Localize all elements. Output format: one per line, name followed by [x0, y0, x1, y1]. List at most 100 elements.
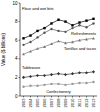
- marker: [22, 76, 25, 79]
- x-tick-label: 2012: [84, 98, 89, 108]
- marker: [36, 47, 39, 50]
- marker: [43, 27, 45, 29]
- x-tick-label: 2005: [35, 98, 40, 108]
- y-tick-label: 4: [15, 56, 18, 61]
- marker: [71, 41, 74, 44]
- marker: [22, 44, 24, 46]
- marker: [29, 85, 31, 87]
- marker: [22, 86, 24, 88]
- marker: [64, 42, 67, 45]
- marker: [22, 37, 24, 39]
- x-tick-label: 2008: [56, 98, 61, 108]
- marker: [92, 22, 94, 24]
- marker: [36, 36, 38, 38]
- y-tick: [19, 77, 21, 78]
- series-label: Refreshments: [71, 31, 96, 36]
- marker: [57, 19, 59, 21]
- series-label: Tortillas and tacos: [64, 46, 96, 51]
- marker: [92, 81, 94, 83]
- x-tick-label: 2006: [42, 98, 47, 108]
- x-tick-label: 2003: [21, 98, 26, 108]
- marker: [36, 85, 38, 87]
- x-tick: [51, 96, 52, 98]
- marker: [85, 82, 87, 84]
- marker: [29, 50, 32, 53]
- x-tick: [86, 96, 87, 98]
- marker: [71, 27, 73, 29]
- marker: [92, 18, 94, 20]
- series-line: [24, 72, 94, 78]
- plot-area: [22, 18, 95, 88]
- x-tick: [44, 96, 45, 98]
- y-tick: [19, 58, 21, 59]
- x-tick-label: 2004: [28, 98, 33, 108]
- y-axis-label: Value ($ billions): [1, 33, 6, 66]
- x-tick-label: 2011: [77, 98, 82, 107]
- y-tick: [19, 40, 21, 41]
- series-label: Flour and wet bits: [22, 6, 54, 11]
- marker: [92, 70, 95, 73]
- marker: [71, 72, 74, 75]
- marker: [50, 42, 53, 45]
- marker: [78, 21, 80, 23]
- y-tick-label: 8: [15, 19, 18, 24]
- marker: [50, 28, 52, 30]
- series-label: Tableware: [22, 65, 41, 70]
- x-tick: [30, 96, 31, 98]
- y-tick-label: 10: [12, 1, 18, 6]
- x-tick-label: 2010: [70, 98, 75, 108]
- marker: [71, 83, 73, 85]
- marker: [57, 30, 59, 32]
- marker: [57, 40, 60, 43]
- marker: [29, 41, 31, 43]
- marker: [85, 19, 87, 21]
- x-tick: [23, 96, 24, 98]
- marker: [78, 71, 81, 74]
- x-tick-label: 2013: [91, 98, 96, 108]
- x-tick: [79, 96, 80, 98]
- y-tick: [19, 96, 21, 97]
- marker: [57, 72, 60, 75]
- x-tick: [93, 96, 94, 98]
- marker: [43, 32, 45, 34]
- marker: [78, 82, 80, 84]
- marker: [36, 30, 38, 32]
- marker: [71, 24, 73, 26]
- y-tick-label: 6: [15, 38, 18, 43]
- x-tick-label: 2007: [49, 98, 54, 108]
- x-tick-label: 2009: [63, 98, 68, 108]
- marker: [78, 24, 80, 26]
- marker: [64, 73, 67, 76]
- marker: [85, 26, 87, 28]
- x-tick: [37, 96, 38, 98]
- marker: [92, 37, 95, 40]
- marker: [64, 31, 66, 33]
- marker: [29, 75, 32, 78]
- x-tick: [72, 96, 73, 98]
- marker: [50, 83, 52, 85]
- marker: [85, 71, 88, 74]
- y-axis: [20, 3, 21, 96]
- series-line: [24, 82, 94, 87]
- marker: [50, 22, 52, 24]
- marker: [85, 38, 88, 41]
- marker: [43, 45, 46, 48]
- marker: [50, 73, 53, 76]
- x-tick: [58, 96, 59, 98]
- series-label: Confectionery: [46, 89, 71, 94]
- y-tick-label: 0: [15, 94, 18, 99]
- marker: [43, 84, 45, 86]
- marker: [64, 20, 66, 22]
- y-tick: [19, 3, 21, 4]
- marker: [78, 39, 81, 42]
- x-tick: [65, 96, 66, 98]
- marker: [36, 74, 39, 77]
- chart: 0246810200320042005200620072008200920102…: [0, 0, 100, 112]
- y-tick: [19, 21, 21, 22]
- marker: [43, 74, 46, 77]
- y-tick-label: 2: [15, 75, 18, 80]
- marker: [29, 34, 31, 36]
- x-axis: [20, 96, 97, 97]
- marker: [22, 53, 25, 56]
- marker: [57, 83, 59, 85]
